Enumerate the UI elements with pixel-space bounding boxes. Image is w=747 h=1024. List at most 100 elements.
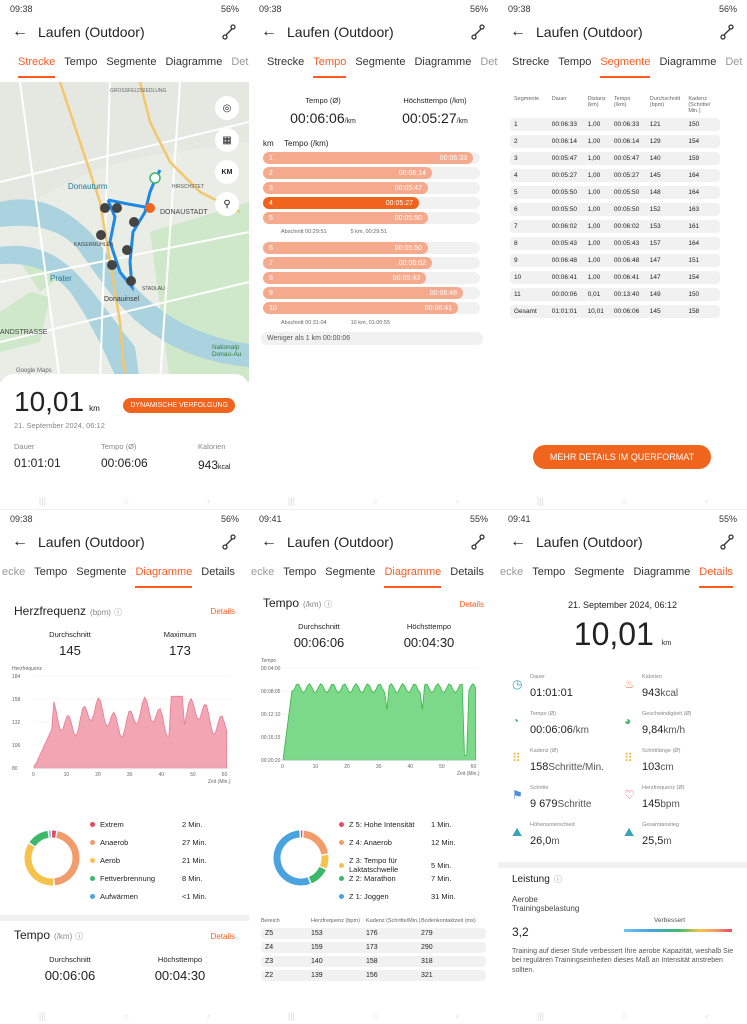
tab-segmente[interactable]: Segmente xyxy=(355,56,406,68)
pace-bar[interactable]: 10 00:06:41 xyxy=(263,302,458,314)
tab-segmente[interactable]: Segmente xyxy=(600,56,651,78)
tab-details[interactable]: Details xyxy=(699,566,733,588)
zone-name: Fettverbrennung xyxy=(100,874,156,883)
recent-apps-icon[interactable]: ||| xyxy=(38,496,46,506)
recent-apps-icon[interactable]: ||| xyxy=(38,1011,46,1021)
back-nav-icon[interactable]: ‹ xyxy=(705,496,709,506)
landscape-details-button[interactable]: MEHR DETAILS IM QUERFORMAT xyxy=(533,445,711,469)
pace-bar[interactable]: 4 00:05:27 xyxy=(263,197,419,209)
tab-strecke[interactable]: Strecke xyxy=(18,56,56,78)
zone-legend-item: Extrem 2 Min. xyxy=(90,820,202,829)
tab-diagramme[interactable]: Diagramme xyxy=(633,566,691,578)
tempo-chart: Tempo 00:04:00 00:08:05 00:12:10 00:16:15 00:… xyxy=(261,658,480,777)
tab-segmente[interactable]: Segmente xyxy=(574,566,625,578)
home-icon[interactable]: ○ xyxy=(372,1011,379,1021)
pace-bar[interactable]: 6 00:05:50 xyxy=(263,242,428,254)
route-share-icon[interactable] xyxy=(719,24,735,40)
back-nav-icon[interactable]: ‹ xyxy=(705,1011,709,1021)
route-share-icon[interactable] xyxy=(719,534,735,550)
back-nav-icon[interactable]: ‹ xyxy=(207,1011,211,1021)
tab-strecke[interactable]: Strecke xyxy=(512,56,550,68)
hr-details-link[interactable]: Details xyxy=(210,607,235,616)
table-cell: 00:05:50 xyxy=(547,186,584,199)
pace-bar[interactable]: 5 00:05:50 xyxy=(263,212,428,224)
home-icon[interactable]: ○ xyxy=(123,1011,130,1021)
tab-strecke[interactable]: ecke xyxy=(2,566,26,578)
pace-bar[interactable]: 1 00:06:33 xyxy=(263,152,473,164)
nav-bar: ||| ○ ‹ xyxy=(0,1008,249,1024)
tab-segmente[interactable]: Segmente xyxy=(76,566,127,578)
info-icon[interactable]: ⓘ xyxy=(324,600,333,609)
tab-tempo[interactable]: Tempo xyxy=(532,566,566,578)
back-nav-icon[interactable]: ‹ xyxy=(456,496,460,506)
map-label-donauinsel: Donauinsel xyxy=(104,296,140,303)
tab-segmente[interactable]: Segmente xyxy=(106,56,157,68)
route-share-icon[interactable] xyxy=(221,24,237,40)
stat-value: 173 xyxy=(169,643,191,658)
back-nav-icon[interactable]: ‹ xyxy=(456,1011,460,1021)
tab-diagramme[interactable]: Diagramme xyxy=(414,56,472,68)
map-label-prater: Prater xyxy=(50,274,72,283)
back-arrow-icon[interactable]: ← xyxy=(261,23,277,40)
home-icon[interactable]: ○ xyxy=(123,496,130,506)
pace-bar[interactable]: 8 00:05:43 xyxy=(263,272,426,284)
back-nav-icon[interactable]: ‹ xyxy=(207,496,211,506)
tempo-details-link[interactable]: Details xyxy=(459,600,484,609)
km-markers-button[interactable]: KM xyxy=(215,160,239,184)
tab-details[interactable]: Details xyxy=(450,566,484,578)
back-arrow-icon[interactable]: ← xyxy=(510,533,526,550)
tab-strecke[interactable]: ecke xyxy=(251,566,275,578)
tab-diagramme[interactable]: Diagramme xyxy=(659,56,717,68)
tab-strecke[interactable]: Strecke xyxy=(267,56,305,68)
table-cell: 00:05:27 xyxy=(547,169,584,182)
tempo-details-link[interactable]: Details xyxy=(210,932,235,941)
back-arrow-icon[interactable]: ← xyxy=(12,23,28,40)
dynamic-tracking-button[interactable]: DYNAMISCHE VERFOLGUNG xyxy=(123,398,235,413)
recent-apps-icon[interactable]: ||| xyxy=(536,1011,544,1021)
home-icon[interactable]: ○ xyxy=(372,496,379,506)
table-cell: 1,00 xyxy=(583,237,610,250)
tab-details[interactable]: Details xyxy=(201,566,235,578)
route-playback-button[interactable]: ⚲ xyxy=(215,192,239,216)
route-map[interactable]: GROSSFELDSIEDLUNG Donauturm DONAUSTADT H… xyxy=(0,81,249,383)
pace-bar[interactable]: 2 00:06:14 xyxy=(263,167,432,179)
tab-strecke[interactable]: ecke xyxy=(500,566,524,578)
tab-tempo[interactable]: Tempo xyxy=(64,56,98,68)
info-icon[interactable]: ⓘ xyxy=(113,608,122,617)
back-arrow-icon[interactable]: ← xyxy=(510,23,526,40)
route-share-icon[interactable] xyxy=(470,534,486,550)
recent-apps-icon[interactable]: ||| xyxy=(287,1011,295,1021)
tab-diagramme[interactable]: Diagramme xyxy=(384,566,441,588)
metric-label: Dauer xyxy=(530,674,545,680)
home-icon[interactable]: ○ xyxy=(621,496,628,506)
info-icon[interactable]: ⓘ xyxy=(75,932,84,941)
info-icon[interactable]: ⓘ xyxy=(553,875,562,884)
recent-apps-icon[interactable]: ||| xyxy=(536,496,544,506)
map-type-button[interactable]: ▦ xyxy=(215,128,239,152)
stat-value: 145 xyxy=(59,643,81,658)
back-arrow-icon[interactable]: ← xyxy=(12,533,28,550)
pace-bar[interactable]: 9 00:06:48 xyxy=(263,287,463,299)
recent-apps-icon[interactable]: ||| xyxy=(287,496,295,506)
tab-tempo[interactable]: Tempo xyxy=(313,56,347,78)
tab-diagramme[interactable]: Diagramme xyxy=(165,56,223,68)
y-tick-label: 00:16:15 xyxy=(261,735,281,741)
tab-details[interactable]: Det xyxy=(480,56,498,68)
route-share-icon[interactable] xyxy=(221,534,237,550)
tab-tempo[interactable]: Tempo xyxy=(34,566,68,578)
tab-segmente[interactable]: Segmente xyxy=(325,566,376,578)
distance-unit: km xyxy=(89,404,100,413)
status-bar: 09:38 56% xyxy=(249,0,498,16)
tab-tempo[interactable]: Tempo xyxy=(558,56,592,68)
tab-diagramme[interactable]: Diagramme xyxy=(135,566,192,588)
zone-legend-item: Fettverbrennung 8 Min. xyxy=(90,874,202,883)
home-icon[interactable]: ○ xyxy=(621,1011,628,1021)
back-arrow-icon[interactable]: ← xyxy=(261,533,277,550)
pace-bar[interactable]: 7 00:06:02 xyxy=(263,257,432,269)
tab-details[interactable]: Det xyxy=(725,56,743,68)
tab-tempo[interactable]: Tempo xyxy=(283,566,317,578)
tab-details[interactable]: Deta xyxy=(231,56,249,68)
locate-button[interactable]: ◎ xyxy=(215,96,239,120)
pace-bar[interactable]: 3 00:05:47 xyxy=(263,182,428,194)
route-share-icon[interactable] xyxy=(470,24,486,40)
